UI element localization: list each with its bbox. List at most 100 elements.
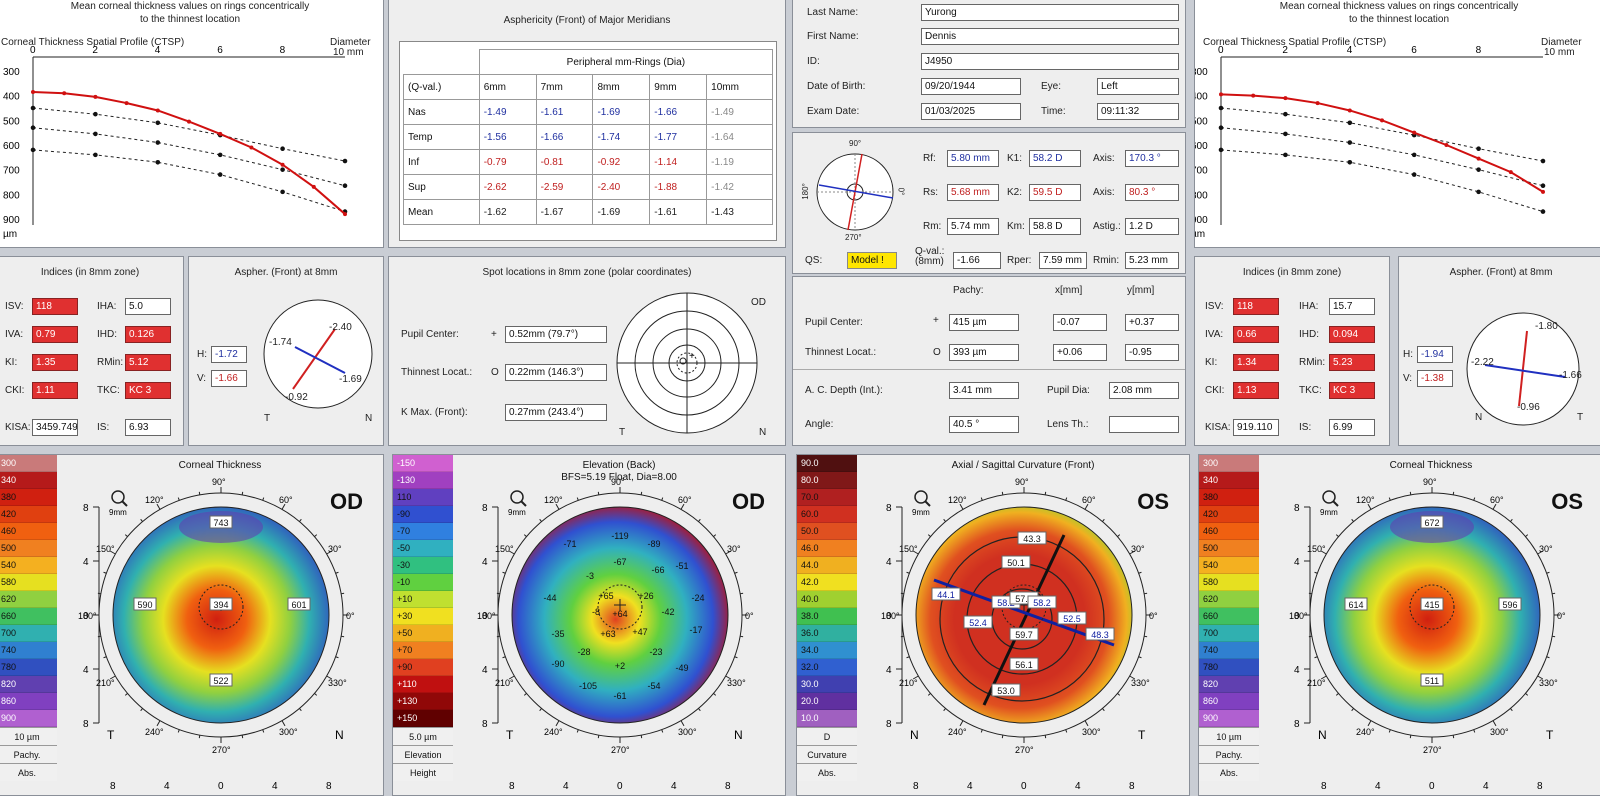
map-title: Corneal Thickness — [1389, 460, 1473, 471]
scale-entry: 660 — [0, 608, 57, 625]
spot-thin-symbol: O — [491, 367, 499, 378]
od-aspher-v-field[interactable]: -1.66 — [211, 370, 247, 387]
os-pupil-x[interactable]: -0.07 — [1053, 314, 1107, 331]
os-acd-field[interactable]: 3.41 mm — [949, 382, 1019, 399]
rf-field[interactable]: 5.80 mm — [947, 150, 999, 167]
map-disc[interactable] — [1323, 506, 1541, 724]
os-tkc-field[interactable]: KC 3 — [1329, 382, 1375, 399]
last-name-field[interactable]: Yurong — [921, 4, 1179, 21]
degree-label: 300° — [1082, 727, 1101, 737]
os-pupil-dia-field[interactable]: 2.08 mm — [1109, 382, 1179, 399]
degree-label: 270° — [611, 745, 630, 755]
od-isv-field[interactable]: 118 — [32, 298, 78, 315]
map-value-label: -71 — [563, 539, 576, 549]
map-disc[interactable] — [915, 506, 1133, 724]
eye-field[interactable]: Left — [1097, 78, 1179, 95]
od-cki-field[interactable]: 1.11 — [32, 382, 78, 399]
scale-entry: 420 — [0, 506, 57, 523]
first-name-field[interactable]: Dennis — [921, 28, 1179, 45]
os-thin-y[interactable]: -0.95 — [1125, 344, 1179, 361]
asp-cell: -1.77 — [649, 124, 708, 150]
ctsp-y-tick: 900 — [1194, 215, 1208, 226]
os-cki-field[interactable]: 1.13 — [1233, 382, 1279, 399]
qs-field[interactable]: Model ! — [847, 252, 897, 269]
os-lens-field[interactable] — [1109, 416, 1179, 433]
map-value-label: 44.1 — [931, 587, 961, 601]
km-field[interactable]: 58.8 D — [1029, 218, 1081, 235]
map-thickness-os[interactable]: 300 340 380 420 460 500 540 580 620 660 700 740 780 8… — [1198, 454, 1600, 796]
svg-text:52.5: 52.5 — [1063, 614, 1081, 624]
os-pupil-pachy[interactable]: 415 µm — [949, 314, 1019, 331]
od-ihd-field[interactable]: 0.126 — [125, 326, 171, 343]
os-ki-field[interactable]: 1.34 — [1233, 354, 1279, 371]
os-indices-panel: Indices (in 8mm zone) ISV: 118 IHA: 15.7… — [1194, 256, 1390, 446]
scale-entry: 40.0 — [797, 591, 857, 608]
rper-field[interactable]: 7.59 mm — [1039, 252, 1087, 269]
spot-kmax-field[interactable]: 0.27mm (243.4°) — [505, 404, 607, 421]
spot-thin-field[interactable]: 0.22mm (146.3°) — [505, 364, 607, 381]
os-is-field[interactable]: 6.99 — [1329, 419, 1375, 436]
axis1-field[interactable]: 170.3 ° — [1125, 150, 1179, 167]
map-elevation-od[interactable]: -150 -130 110 -90 -70 -50 -30 -10 +10 +30 +50 +70 +9… — [392, 454, 786, 796]
rmin-field[interactable]: 5.23 mm — [1125, 252, 1179, 269]
qval-field[interactable]: -1.66 — [953, 252, 1001, 269]
od-aspher-n: N — [365, 413, 373, 424]
od-kisa-field[interactable]: 3459.749 — [32, 419, 78, 436]
map-disc[interactable] — [511, 506, 729, 724]
od-rmin-field[interactable]: 5.12 — [125, 354, 171, 371]
os-aspher-bottom: -0.96 — [1517, 402, 1540, 413]
zoom-icon[interactable] — [510, 490, 524, 504]
map-thickness-od[interactable]: 300 340 380 420 460 500 540 580 620 660 700 740 780 8… — [0, 454, 384, 796]
od-iva-field[interactable]: 0.79 — [32, 326, 78, 343]
exam-date-field[interactable]: 01/03/2025 — [921, 103, 1021, 120]
os-angle-field[interactable]: 40.5 ° — [949, 416, 1019, 433]
os-rmin-field[interactable]: 5.23 — [1329, 354, 1375, 371]
scale-entry: 46.0 — [797, 540, 857, 557]
os-iha-field[interactable]: 15.7 — [1329, 298, 1375, 315]
os-iva-field[interactable]: 0.66 — [1233, 326, 1279, 343]
asp-row-label: Inf — [403, 149, 480, 175]
os-ihd-field[interactable]: 0.094 — [1329, 326, 1375, 343]
map-disc[interactable] — [112, 506, 330, 724]
axis2-field[interactable]: 80.3 ° — [1125, 184, 1179, 201]
scale-entry: 740 — [1199, 642, 1259, 659]
ctsp-ref-point — [1218, 147, 1224, 153]
od-ki-field[interactable]: 1.35 — [32, 354, 78, 371]
os-aspher-h-field[interactable]: -1.94 — [1417, 346, 1453, 363]
od-is-field[interactable]: 6.93 — [125, 419, 171, 436]
k1-label: K1: — [1007, 153, 1023, 164]
rm-field[interactable]: 5.74 mm — [947, 218, 999, 235]
os-thin-pachy[interactable]: 393 µm — [949, 344, 1019, 361]
map-axial-os[interactable]: 90.0 80.0 70.0 60.0 50.0 46.0 44.0 42.0 40.0 38.0… — [796, 454, 1190, 796]
dob-field[interactable]: 09/20/1944 — [921, 78, 1021, 95]
scale-entry: +150 — [393, 710, 453, 727]
k2-field[interactable]: 59.5 D — [1029, 184, 1081, 201]
ctsp-y-unit: µm — [3, 229, 17, 240]
zoom-icon[interactable] — [111, 490, 125, 504]
scale-entry: 420 — [1199, 506, 1259, 523]
spot-pupil-field[interactable]: 0.52mm (79.7°) — [505, 326, 607, 343]
rs-field[interactable]: 5.68 mm — [947, 184, 999, 201]
os-isv-field[interactable]: 118 — [1233, 298, 1279, 315]
astig-field[interactable]: 1.2 D — [1125, 218, 1179, 235]
id-field[interactable]: J4950 — [921, 53, 1179, 70]
ctsp-ref-line — [32, 149, 346, 213]
od-iha-field[interactable]: 5.0 — [125, 298, 171, 315]
os-thin-x[interactable]: +0.06 — [1053, 344, 1107, 361]
ctsp-panel-os: Mean corneal thickness values on rings c… — [1194, 0, 1600, 248]
os-pupil-y[interactable]: +0.37 — [1125, 314, 1179, 331]
map-x-tick: 8 — [725, 781, 731, 792]
time-field[interactable]: 09:11:32 — [1097, 103, 1179, 120]
ctsp-ref-point — [280, 146, 285, 151]
asphericity-panel: Asphericity (Front) of Major Meridians P… — [388, 0, 786, 248]
od-aspher-h-field[interactable]: -1.72 — [211, 346, 247, 363]
zoom-icon[interactable] — [1322, 490, 1336, 504]
od-tkc-field[interactable]: KC 3 — [125, 382, 171, 399]
zoom-icon[interactable] — [914, 490, 928, 504]
os-cki-label: CKI: — [1205, 385, 1225, 396]
map-right-side: T — [1546, 728, 1554, 742]
k1-field[interactable]: 58.2 D — [1029, 150, 1081, 167]
ctsp-ref-point — [1218, 105, 1224, 111]
os-aspher-v-field[interactable]: -1.38 — [1417, 370, 1453, 387]
os-kisa-field[interactable]: 919.110 — [1233, 419, 1279, 436]
